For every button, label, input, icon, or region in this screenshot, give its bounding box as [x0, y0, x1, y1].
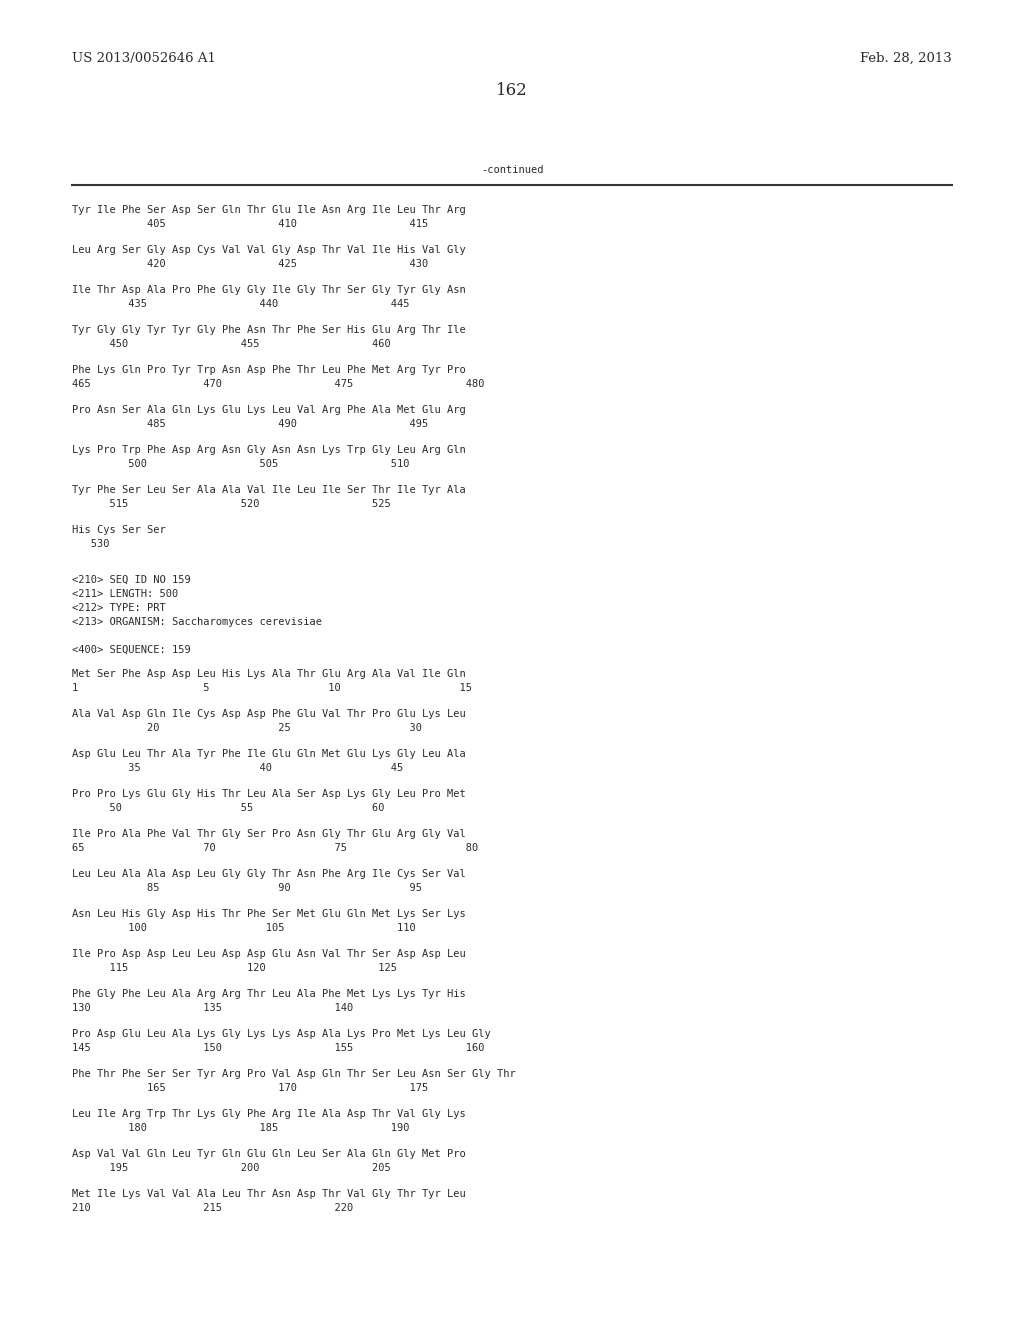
Text: <211> LENGTH: 500: <211> LENGTH: 500 [72, 589, 178, 599]
Text: Asp Glu Leu Thr Ala Tyr Phe Ile Glu Gln Met Glu Lys Gly Leu Ala: Asp Glu Leu Thr Ala Tyr Phe Ile Glu Gln … [72, 748, 466, 759]
Text: 500                  505                  510: 500 505 510 [72, 459, 410, 469]
Text: 465                  470                  475                  480: 465 470 475 480 [72, 379, 484, 389]
Text: Ile Thr Asp Ala Pro Phe Gly Gly Ile Gly Thr Ser Gly Tyr Gly Asn: Ile Thr Asp Ala Pro Phe Gly Gly Ile Gly … [72, 285, 466, 294]
Text: Tyr Gly Gly Tyr Tyr Gly Phe Asn Thr Phe Ser His Glu Arg Thr Ile: Tyr Gly Gly Tyr Tyr Gly Phe Asn Thr Phe … [72, 325, 466, 335]
Text: Phe Lys Gln Pro Tyr Trp Asn Asp Phe Thr Leu Phe Met Arg Tyr Pro: Phe Lys Gln Pro Tyr Trp Asn Asp Phe Thr … [72, 366, 466, 375]
Text: 450                  455                  460: 450 455 460 [72, 339, 391, 348]
Text: Leu Ile Arg Trp Thr Lys Gly Phe Arg Ile Ala Asp Thr Val Gly Lys: Leu Ile Arg Trp Thr Lys Gly Phe Arg Ile … [72, 1109, 466, 1119]
Text: <213> ORGANISM: Saccharomyces cerevisiae: <213> ORGANISM: Saccharomyces cerevisiae [72, 616, 322, 627]
Text: 130                  135                  140: 130 135 140 [72, 1003, 353, 1012]
Text: Asp Val Val Gln Leu Tyr Gln Glu Gln Leu Ser Ala Gln Gly Met Pro: Asp Val Val Gln Leu Tyr Gln Glu Gln Leu … [72, 1148, 466, 1159]
Text: -continued: -continued [480, 165, 544, 176]
Text: 515                  520                  525: 515 520 525 [72, 499, 391, 510]
Text: Phe Gly Phe Leu Ala Arg Arg Thr Leu Ala Phe Met Lys Lys Tyr His: Phe Gly Phe Leu Ala Arg Arg Thr Leu Ala … [72, 989, 466, 999]
Text: 20                   25                   30: 20 25 30 [72, 723, 422, 733]
Text: Met Ile Lys Val Val Ala Leu Thr Asn Asp Thr Val Gly Thr Tyr Leu: Met Ile Lys Val Val Ala Leu Thr Asn Asp … [72, 1189, 466, 1199]
Text: 35                   40                   45: 35 40 45 [72, 763, 403, 774]
Text: Lys Pro Trp Phe Asp Arg Asn Gly Asn Asn Lys Trp Gly Leu Arg Gln: Lys Pro Trp Phe Asp Arg Asn Gly Asn Asn … [72, 445, 466, 455]
Text: 485                  490                  495: 485 490 495 [72, 418, 428, 429]
Text: Feb. 28, 2013: Feb. 28, 2013 [860, 51, 952, 65]
Text: Asn Leu His Gly Asp His Thr Phe Ser Met Glu Gln Met Lys Ser Lys: Asn Leu His Gly Asp His Thr Phe Ser Met … [72, 909, 466, 919]
Text: Met Ser Phe Asp Asp Leu His Lys Ala Thr Glu Arg Ala Val Ile Gln: Met Ser Phe Asp Asp Leu His Lys Ala Thr … [72, 669, 466, 678]
Text: Tyr Phe Ser Leu Ser Ala Ala Val Ile Leu Ile Ser Thr Ile Tyr Ala: Tyr Phe Ser Leu Ser Ala Ala Val Ile Leu … [72, 484, 466, 495]
Text: 165                  170                  175: 165 170 175 [72, 1082, 428, 1093]
Text: Leu Arg Ser Gly Asp Cys Val Val Gly Asp Thr Val Ile His Val Gly: Leu Arg Ser Gly Asp Cys Val Val Gly Asp … [72, 246, 466, 255]
Text: <210> SEQ ID NO 159: <210> SEQ ID NO 159 [72, 576, 190, 585]
Text: 405                  410                  415: 405 410 415 [72, 219, 428, 228]
Text: 85                   90                   95: 85 90 95 [72, 883, 422, 894]
Text: 162: 162 [496, 82, 528, 99]
Text: His Cys Ser Ser: His Cys Ser Ser [72, 525, 166, 535]
Text: 100                   105                  110: 100 105 110 [72, 923, 416, 933]
Text: Ile Pro Asp Asp Leu Leu Asp Asp Glu Asn Val Thr Ser Asp Asp Leu: Ile Pro Asp Asp Leu Leu Asp Asp Glu Asn … [72, 949, 466, 960]
Text: 530: 530 [72, 539, 110, 549]
Text: 180                  185                  190: 180 185 190 [72, 1123, 410, 1133]
Text: Ala Val Asp Gln Ile Cys Asp Asp Phe Glu Val Thr Pro Glu Lys Leu: Ala Val Asp Gln Ile Cys Asp Asp Phe Glu … [72, 709, 466, 719]
Text: 115                   120                  125: 115 120 125 [72, 964, 397, 973]
Text: Pro Asp Glu Leu Ala Lys Gly Lys Lys Asp Ala Lys Pro Met Lys Leu Gly: Pro Asp Glu Leu Ala Lys Gly Lys Lys Asp … [72, 1030, 490, 1039]
Text: 420                  425                  430: 420 425 430 [72, 259, 428, 269]
Text: 210                  215                  220: 210 215 220 [72, 1203, 353, 1213]
Text: Phe Thr Phe Ser Ser Tyr Arg Pro Val Asp Gln Thr Ser Leu Asn Ser Gly Thr: Phe Thr Phe Ser Ser Tyr Arg Pro Val Asp … [72, 1069, 516, 1078]
Text: 195                  200                  205: 195 200 205 [72, 1163, 391, 1173]
Text: Pro Pro Lys Glu Gly His Thr Leu Ala Ser Asp Lys Gly Leu Pro Met: Pro Pro Lys Glu Gly His Thr Leu Ala Ser … [72, 789, 466, 799]
Text: 145                  150                  155                  160: 145 150 155 160 [72, 1043, 484, 1053]
Text: Ile Pro Ala Phe Val Thr Gly Ser Pro Asn Gly Thr Glu Arg Gly Val: Ile Pro Ala Phe Val Thr Gly Ser Pro Asn … [72, 829, 466, 840]
Text: 1                    5                   10                   15: 1 5 10 15 [72, 682, 472, 693]
Text: 65                   70                   75                   80: 65 70 75 80 [72, 843, 478, 853]
Text: Pro Asn Ser Ala Gln Lys Glu Lys Leu Val Arg Phe Ala Met Glu Arg: Pro Asn Ser Ala Gln Lys Glu Lys Leu Val … [72, 405, 466, 414]
Text: 435                  440                  445: 435 440 445 [72, 300, 410, 309]
Text: <400> SEQUENCE: 159: <400> SEQUENCE: 159 [72, 645, 190, 655]
Text: US 2013/0052646 A1: US 2013/0052646 A1 [72, 51, 216, 65]
Text: <212> TYPE: PRT: <212> TYPE: PRT [72, 603, 166, 612]
Text: Leu Leu Ala Ala Asp Leu Gly Gly Thr Asn Phe Arg Ile Cys Ser Val: Leu Leu Ala Ala Asp Leu Gly Gly Thr Asn … [72, 869, 466, 879]
Text: 50                   55                   60: 50 55 60 [72, 803, 384, 813]
Text: Tyr Ile Phe Ser Asp Ser Gln Thr Glu Ile Asn Arg Ile Leu Thr Arg: Tyr Ile Phe Ser Asp Ser Gln Thr Glu Ile … [72, 205, 466, 215]
